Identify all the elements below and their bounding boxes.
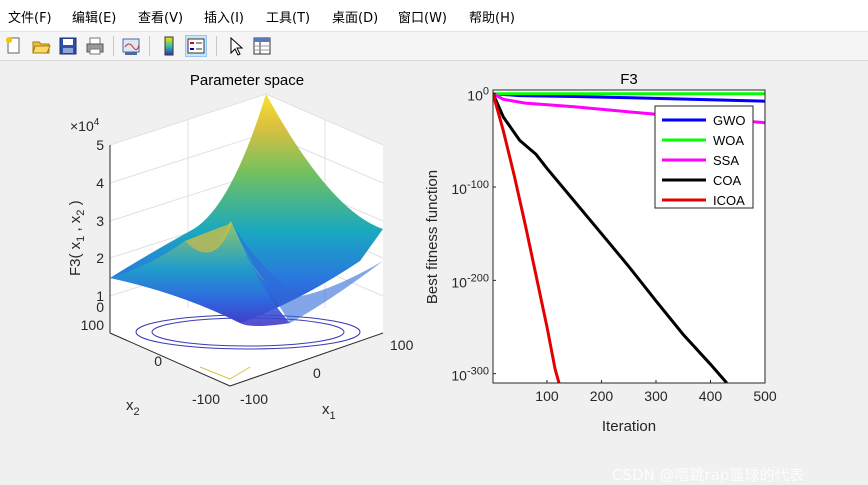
x2-tick: 0: [154, 353, 162, 369]
x2-tick: -100: [192, 391, 220, 407]
colorbar-icon[interactable]: [158, 35, 180, 57]
surface-plot-title: Parameter space: [190, 72, 304, 89]
z-tick: 3: [96, 213, 104, 229]
z-tick: 4: [96, 175, 104, 191]
surface-front-fold: [110, 221, 290, 326]
chart-x-axis-label: Iteration: [602, 418, 656, 435]
x-tick-label: 100: [535, 388, 559, 404]
z-tick: 2: [96, 250, 104, 266]
save-icon[interactable]: [57, 35, 79, 57]
legend-label-gwo: GWO: [713, 113, 746, 128]
tick-layer: 100 200 300 400 500 100 10-100 10-200 10-300: [451, 86, 777, 404]
x1-axis-label: x1: [322, 401, 336, 422]
surface-plot[interactable]: 5 4 3 2 1 0 ×104 100 0 -100 -100 0 100 x…: [67, 72, 414, 422]
y-tick-label: 10-200: [451, 272, 489, 290]
chart-title: F3: [620, 71, 638, 88]
y-tick-label: 10-100: [451, 179, 489, 197]
property-inspector-icon[interactable]: [251, 35, 273, 57]
x-tick-label: 300: [644, 388, 668, 404]
menu-insert[interactable]: 插入(I): [204, 11, 244, 26]
legend-box: [654, 105, 754, 209]
z-tick: 1: [96, 288, 104, 304]
toolbar: [0, 32, 868, 61]
z-axis-label: F3( x1 , x2 ): [67, 200, 87, 276]
menu-view[interactable]: 查看(V): [138, 11, 184, 26]
menu-window[interactable]: 窗口(W): [398, 11, 447, 26]
menu-help[interactable]: 帮助(H): [469, 11, 515, 26]
chart-axes-frame: [492, 89, 766, 384]
axes-floor: [110, 283, 383, 386]
x-tick-label: 500: [753, 388, 777, 404]
menu-edit[interactable]: 编辑(E): [72, 11, 117, 26]
series-line-coa: [493, 93, 728, 383]
chart-y-axis-label: Best fitness function: [424, 170, 441, 304]
x2-tick: 100: [81, 317, 105, 333]
axes-box: [109, 145, 384, 387]
menu-file[interactable]: 文件(F): [8, 11, 52, 26]
print-icon[interactable]: [84, 35, 106, 57]
z-tick: 5: [96, 137, 104, 153]
legend-label-ssa: SSA: [713, 153, 739, 168]
x1-tick: 100: [390, 337, 414, 353]
z-tick: 0: [96, 299, 104, 315]
legend-label-woa: WOA: [713, 133, 744, 148]
y-tick-label: 10-300: [451, 366, 489, 384]
watermark: CSDN @唱跳rap篮球的代表: [612, 466, 805, 484]
legend-icon[interactable]: [185, 35, 207, 57]
new-figure-icon[interactable]: [3, 35, 25, 57]
x1-tick: 0: [313, 365, 321, 381]
menu-tools[interactable]: 工具(T): [266, 11, 311, 26]
figure-canvas: 5 4 3 2 1 0 ×104 100 0 -100 -100 0 100 x…: [0, 61, 868, 484]
chart-legend[interactable]: GWO WOA SSA COA ICOA: [654, 105, 754, 209]
x1-tick: -100: [240, 391, 268, 407]
convergence-chart[interactable]: F3 Iteration Best fitness function 100 20…: [424, 71, 777, 435]
legend-label-icoa: ICOA: [713, 193, 745, 208]
link-plot-icon[interactable]: [120, 35, 142, 57]
legend-label-coa: COA: [713, 173, 742, 188]
pointer-icon[interactable]: [224, 35, 246, 57]
x-tick-label: 200: [590, 388, 614, 404]
y-tick-label: 100: [467, 86, 489, 104]
menu-bar: 文件(F) 编辑(E) 查看(V) 插入(I) 工具(T) 桌面(D) 窗口(W…: [0, 0, 868, 32]
x2-axis-label: x2: [126, 397, 140, 418]
series-line-icoa: [493, 93, 561, 383]
open-file-icon[interactable]: [30, 35, 52, 57]
figure-svg: 5 4 3 2 1 0 ×104 100 0 -100 -100 0 100 x…: [67, 71, 777, 435]
x-tick-label: 400: [699, 388, 723, 404]
z-exponent-label: ×104: [70, 117, 100, 134]
menu-desktop[interactable]: 桌面(D): [332, 11, 379, 26]
